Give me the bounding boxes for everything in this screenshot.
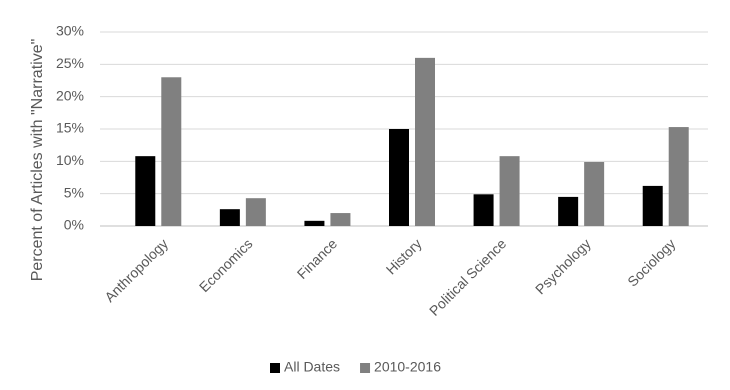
bar [642,185,663,226]
x-tick-label: Psychology [532,235,594,297]
y-tick-label: 0% [64,217,84,233]
x-tick-label: Finance [294,235,341,282]
bar [330,213,351,226]
legend-label: All Dates [284,359,340,375]
bar [389,129,409,226]
legend-swatch [270,363,280,373]
bar [558,196,579,226]
x-tick-label: Sociology [624,235,678,289]
y-tick-label: 10% [56,152,84,168]
bar [415,57,435,226]
x-tick-label: Political Science [426,235,510,319]
y-axis-title: Percent of Articles with "Narrative" [29,39,46,282]
bar [245,198,266,226]
y-tick-label: 20% [56,87,84,103]
bar [668,127,689,226]
bar [135,156,156,226]
bar [584,161,605,226]
bar [219,209,240,226]
bar [304,220,325,226]
bar [473,194,494,226]
x-tick-label: Anthropology [101,235,171,305]
y-tick-label: 15% [56,120,84,136]
x-tick-label: Economics [196,235,256,295]
bar [161,77,182,227]
legend-label: 2010-2016 [374,359,441,375]
y-tick-label: 5% [64,184,84,200]
legend-swatch [360,363,371,373]
y-tick-label: 25% [56,55,84,71]
x-tick-label: History [383,235,425,277]
y-tick-label: 30% [56,23,84,39]
bar [499,156,520,226]
